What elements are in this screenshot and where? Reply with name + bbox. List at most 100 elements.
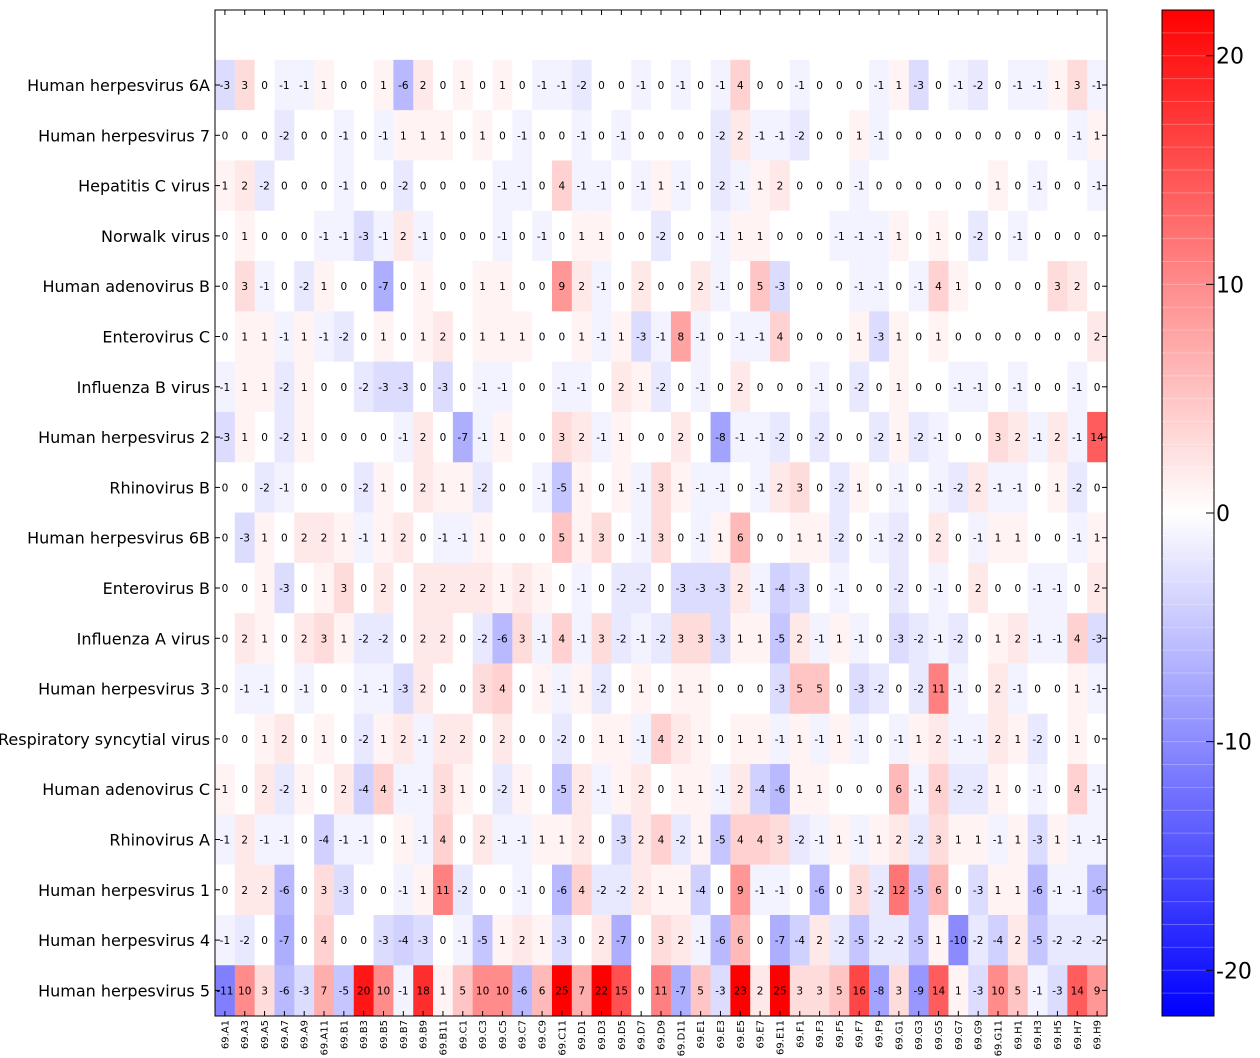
heatmap-cell bbox=[829, 613, 850, 664]
cell-value: -1 bbox=[497, 382, 507, 394]
cell-value: 2 bbox=[241, 181, 248, 193]
heatmap-cell bbox=[373, 914, 394, 966]
cell-value: 0 bbox=[519, 533, 526, 545]
cell-value: 0 bbox=[915, 382, 922, 394]
cell-value: -1 bbox=[715, 80, 725, 92]
cell-value: -1 bbox=[378, 130, 388, 142]
heatmap-cell bbox=[353, 814, 374, 865]
heatmap-cell bbox=[452, 663, 473, 715]
cell-value: 4 bbox=[757, 835, 764, 847]
cell-value: 1 bbox=[896, 382, 903, 394]
heatmap-cell bbox=[254, 914, 275, 966]
cell-value: -2 bbox=[953, 633, 963, 645]
heatmap-cell bbox=[393, 160, 414, 212]
heatmap-cell bbox=[452, 361, 473, 413]
heatmap-cell bbox=[988, 110, 1009, 161]
heatmap-cell bbox=[869, 814, 890, 865]
heatmap-cell bbox=[314, 914, 335, 966]
cell-value: 1 bbox=[697, 784, 704, 796]
heatmap-cell bbox=[710, 311, 731, 362]
cell-value: 1 bbox=[1014, 533, 1021, 545]
heatmap-cell bbox=[888, 361, 910, 413]
heatmap-cell bbox=[1087, 261, 1108, 312]
cell-value: -1 bbox=[596, 332, 606, 344]
cell-value: -1 bbox=[497, 231, 507, 243]
cell-value: 3 bbox=[519, 633, 526, 645]
heatmap-cell bbox=[492, 160, 513, 212]
heatmap-cell bbox=[571, 914, 592, 966]
heatmap-cell bbox=[1067, 814, 1088, 865]
heatmap-cell bbox=[908, 914, 929, 966]
heatmap-cell bbox=[254, 764, 275, 815]
cell-value: 1 bbox=[420, 281, 427, 293]
heatmap-cell bbox=[988, 462, 1009, 513]
cell-value: 1 bbox=[479, 533, 486, 545]
heatmap-cell bbox=[1007, 411, 1029, 463]
cell-value: 2 bbox=[697, 281, 704, 293]
heatmap-cell bbox=[472, 261, 493, 312]
heatmap-cell bbox=[750, 914, 771, 966]
heatmap-cell bbox=[968, 210, 989, 262]
cell-value: -2 bbox=[596, 684, 606, 696]
cell-value: 3 bbox=[321, 633, 328, 645]
cell-value: -3 bbox=[220, 432, 230, 444]
cell-value: 0 bbox=[935, 130, 942, 142]
cell-value: 0 bbox=[638, 432, 645, 444]
cell-value: -6 bbox=[814, 885, 825, 897]
heatmap-cell bbox=[1047, 59, 1068, 111]
cell-value: 2 bbox=[975, 482, 982, 494]
heatmap-cell bbox=[1047, 160, 1068, 212]
heatmap-cell bbox=[413, 411, 434, 463]
heatmap-cell bbox=[750, 411, 771, 463]
cell-value: 6 bbox=[737, 533, 744, 545]
heatmap-cell bbox=[234, 613, 255, 664]
heatmap-cell bbox=[591, 562, 612, 614]
heatmap-cell bbox=[809, 663, 830, 715]
heatmap-cell bbox=[1067, 311, 1088, 362]
cell-value: 0 bbox=[459, 835, 466, 847]
heatmap-cell bbox=[433, 814, 454, 865]
cell-value: -3 bbox=[715, 985, 725, 997]
heatmap-cell bbox=[968, 613, 989, 664]
cell-value: 3 bbox=[796, 482, 803, 494]
cell-value: 0 bbox=[836, 432, 843, 444]
cell-value: 1 bbox=[459, 784, 466, 796]
column-label: 69.H5 bbox=[1053, 1020, 1064, 1050]
cell-value: 0 bbox=[1054, 533, 1061, 545]
cell-value: 0 bbox=[836, 332, 843, 344]
heatmap-cell bbox=[1087, 110, 1108, 161]
column-label: 69.A7 bbox=[280, 1020, 291, 1049]
heatmap-cell bbox=[1047, 361, 1068, 413]
cell-value: 9 bbox=[559, 281, 566, 293]
cell-value: -3 bbox=[715, 633, 725, 645]
heatmap-cell bbox=[413, 864, 434, 916]
cell-value: 0 bbox=[876, 583, 883, 595]
heatmap-cell bbox=[413, 59, 434, 111]
heatmap-cell bbox=[710, 261, 731, 312]
cell-value: -7 bbox=[458, 432, 468, 444]
cell-value: -1 bbox=[557, 684, 567, 696]
cell-value: 0 bbox=[816, 130, 823, 142]
heatmap-cell bbox=[591, 914, 612, 966]
heatmap-cell bbox=[452, 613, 473, 664]
heatmap-cell bbox=[809, 764, 830, 815]
cell-value: 2 bbox=[440, 332, 447, 344]
heatmap-cell bbox=[968, 713, 989, 765]
heatmap-cell bbox=[532, 411, 553, 463]
heatmap-cell bbox=[710, 462, 731, 513]
cell-value: 2 bbox=[241, 885, 248, 897]
heatmap-cell bbox=[551, 864, 573, 916]
heatmap-cell bbox=[215, 814, 236, 865]
heatmap-cell bbox=[551, 361, 573, 413]
column-label: 69.A5 bbox=[260, 1020, 271, 1049]
heatmap-cell bbox=[472, 361, 493, 413]
column-label: 69.B9 bbox=[419, 1020, 430, 1049]
cell-value: -1 bbox=[1032, 432, 1042, 444]
cell-value: -1 bbox=[973, 382, 983, 394]
column-label: 69.E11 bbox=[775, 1020, 786, 1055]
cell-value: -3 bbox=[279, 583, 289, 595]
cell-value: -6 bbox=[715, 935, 726, 947]
cell-value: 3 bbox=[241, 281, 248, 293]
cell-value: 3 bbox=[658, 935, 665, 947]
cell-value: 0 bbox=[440, 80, 447, 92]
